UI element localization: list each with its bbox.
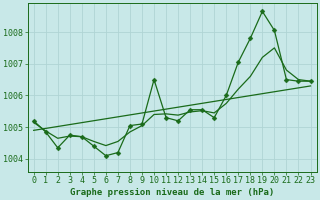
X-axis label: Graphe pression niveau de la mer (hPa): Graphe pression niveau de la mer (hPa) (70, 188, 274, 197)
